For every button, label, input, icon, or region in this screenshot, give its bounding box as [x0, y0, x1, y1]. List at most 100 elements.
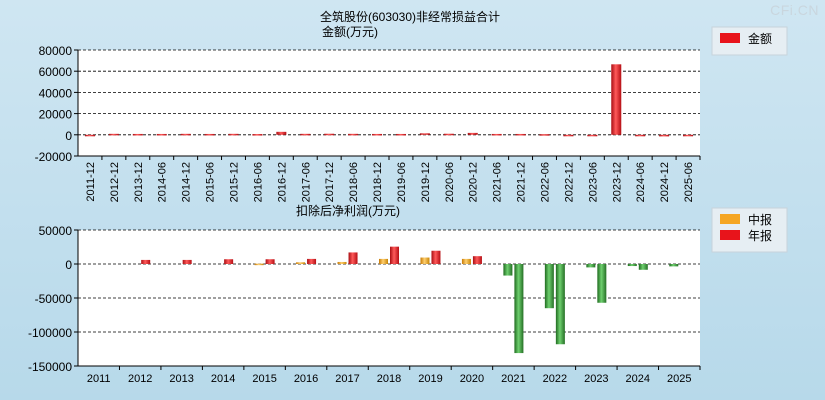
- x-tick-label: 2017-06: [300, 162, 312, 202]
- bar-中报: [296, 262, 306, 264]
- x-tick-label: 2020: [460, 373, 484, 385]
- y-tick-label: -20000: [35, 150, 73, 164]
- bar-金额: [395, 133, 406, 136]
- bar-年报: [514, 264, 524, 354]
- x-tick-label: 2014-06: [157, 162, 169, 202]
- x-tick-label: 2018: [377, 373, 401, 385]
- x-tick-label: 2025: [667, 373, 691, 385]
- bar-金额: [252, 134, 263, 136]
- x-tick-label: 2011-12: [85, 162, 97, 202]
- bar-中报: [379, 258, 388, 264]
- bar-金额: [300, 133, 311, 136]
- bar-金额: [419, 133, 430, 135]
- x-tick-label: 2015-06: [205, 162, 217, 202]
- bar-金额: [659, 134, 670, 137]
- y-tick-label: 80000: [39, 44, 73, 58]
- bar-金额: [204, 133, 215, 136]
- bar-中报: [254, 263, 264, 266]
- bar-中报: [586, 264, 596, 268]
- bar-年报: [431, 250, 441, 264]
- x-tick-label: 2014-12: [181, 162, 193, 202]
- y-tick-label: 20000: [39, 108, 73, 122]
- bar-年报: [472, 256, 482, 264]
- watermark: CFi.CN: [770, 2, 819, 18]
- x-tick-label: 2021-06: [492, 162, 504, 202]
- chart-title: 扣除后净利润(万元): [296, 203, 400, 218]
- legend-swatch: [720, 214, 740, 224]
- x-tick-label: 2020-06: [444, 162, 456, 202]
- x-tick-label: 2023: [584, 373, 608, 385]
- bar-金额: [324, 133, 335, 136]
- x-tick-label: 2024-12: [659, 162, 671, 202]
- chart-2: 扣除后净利润(万元) 50000 0 -50000 -100000 -150000 2011…: [28, 203, 788, 385]
- bar-金额: [491, 133, 502, 136]
- y-tick-label: -150000: [28, 360, 72, 374]
- bar-年报: [390, 246, 399, 264]
- plot-area: [78, 50, 700, 156]
- bar-金额: [611, 64, 622, 135]
- x-tick-label: 2021-12: [516, 162, 528, 202]
- bar-年报: [224, 259, 234, 264]
- x-tick-label: 2018-12: [372, 162, 384, 202]
- bar-年报: [182, 259, 192, 264]
- bar-年报: [307, 258, 317, 264]
- chart-subtitle: 金额(万元): [322, 24, 378, 39]
- bar-金额: [228, 133, 239, 136]
- legend-swatch: [720, 230, 740, 240]
- bar-金额: [515, 133, 526, 136]
- x-tick-label: 2019: [418, 373, 442, 385]
- x-tick-label: 2022: [543, 373, 567, 385]
- x-tick-label: 2019-06: [396, 162, 408, 202]
- x-tick-label: 2016: [294, 373, 318, 385]
- y-tick-label: 0: [65, 258, 72, 272]
- bar-金额: [467, 132, 478, 135]
- x-tick-label: 2014: [211, 373, 235, 385]
- y-tick-label: 50000: [39, 224, 73, 238]
- legend-label: 金额: [748, 31, 772, 46]
- x-tick-label: 2016-12: [276, 162, 288, 202]
- y-tick-label: -100000: [28, 326, 72, 340]
- x-tick-label: 2015-12: [229, 162, 241, 202]
- bar-金额: [348, 133, 359, 136]
- x-tick-label: 2024: [626, 373, 650, 385]
- x-tick-label: 2015: [252, 373, 276, 385]
- bar-金额: [443, 133, 454, 136]
- x-tick-label: 2020-12: [468, 162, 480, 202]
- x-tick-label: 2022-06: [540, 162, 552, 202]
- x-tick-label: 2018-06: [348, 162, 360, 202]
- y-tick-label: 60000: [39, 65, 73, 79]
- bar-年报: [141, 259, 151, 264]
- bar-金额: [84, 134, 95, 137]
- x-tick-label: 2019-12: [420, 162, 432, 202]
- legend-label: 年报: [748, 228, 772, 243]
- bar-中报: [544, 264, 554, 309]
- chart-title: 全筑股份(603030)非经常损益合计: [320, 9, 500, 24]
- bar-年报: [638, 264, 648, 270]
- bar-年报: [265, 259, 275, 264]
- x-tick-label: 2011: [87, 373, 111, 385]
- legend-swatch: [720, 33, 740, 43]
- bar-中报: [337, 261, 347, 264]
- bar-金额: [276, 131, 287, 135]
- x-tick-label: 2012: [128, 373, 152, 385]
- x-tick-label: 2016-06: [252, 162, 264, 202]
- bar-年报: [348, 252, 358, 264]
- bar-中报: [420, 257, 430, 264]
- x-tick-label: 2022-12: [563, 162, 575, 202]
- bar-金额: [635, 134, 646, 137]
- bar-金额: [587, 134, 598, 137]
- x-tick-label: 2024-06: [635, 162, 647, 202]
- y-tick-label: -50000: [35, 292, 73, 306]
- bar-金额: [539, 134, 550, 136]
- x-tick-label: 2023-06: [587, 162, 599, 202]
- x-tick-label: 2012-12: [109, 162, 121, 202]
- bar-中报: [669, 264, 679, 267]
- bar-金额: [563, 134, 574, 137]
- y-tick-label: 0: [65, 129, 72, 143]
- bar-中报: [461, 258, 471, 264]
- x-tick-label: 2021: [501, 373, 525, 385]
- bar-金额: [683, 134, 694, 137]
